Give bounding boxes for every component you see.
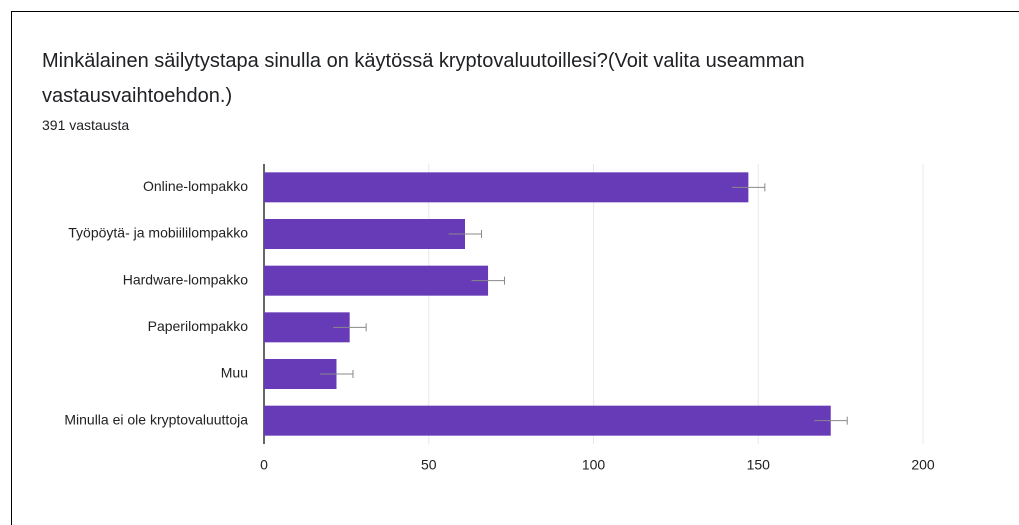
x-tick-label: 0: [260, 457, 268, 473]
x-tick-label: 100: [582, 457, 606, 473]
frame: [11, 11, 1019, 525]
x-tick-label: 150: [747, 457, 771, 473]
y-tick-label: Muu: [221, 365, 248, 381]
x-tick-label: 50: [421, 457, 437, 473]
x-tick-label: 200: [911, 457, 935, 473]
bar: [264, 405, 831, 436]
bar: [264, 219, 465, 249]
bar: [264, 172, 749, 203]
y-tick-label: Paperilompakko: [148, 318, 249, 334]
y-tick-label: Työpöytä- ja mobiililompakko: [68, 225, 248, 241]
y-tick-label: Minulla ei ole kryptovaluuttoja: [64, 411, 248, 427]
y-tick-label: Online-lompakko: [143, 178, 248, 194]
chart-title: Minkälainen säilytystapa sinulla on käyt…: [42, 50, 805, 107]
chart-subtitle: 391 vastausta: [42, 117, 130, 133]
bar: [264, 265, 489, 296]
y-tick-label: Hardware-lompakko: [123, 271, 248, 287]
